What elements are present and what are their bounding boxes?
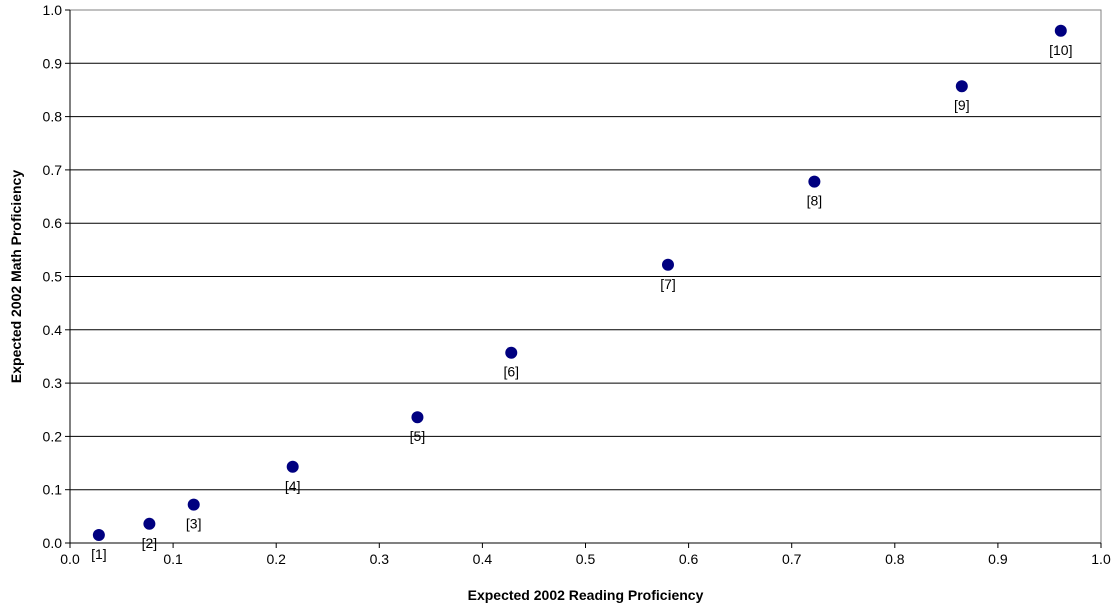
y-tick-label: 0.9	[43, 55, 63, 71]
data-point	[505, 346, 518, 359]
data-point-label: [10]	[1049, 42, 1072, 58]
x-tick-label: 0.3	[370, 551, 390, 567]
data-point-label: [3]	[186, 516, 202, 532]
y-tick-label: 0.0	[43, 535, 63, 551]
data-point-label: [1]	[91, 546, 107, 562]
data-point	[187, 498, 200, 511]
data-point	[808, 175, 821, 188]
y-tick-label: 0.5	[43, 269, 63, 285]
x-tick-label: 0.9	[988, 551, 1008, 567]
x-tick-label: 0.0	[60, 551, 80, 567]
y-tick-label: 0.4	[43, 322, 63, 338]
data-point-label: [5]	[410, 428, 426, 444]
x-tick-label: 0.1	[163, 551, 183, 567]
data-point-label: [9]	[954, 97, 970, 113]
gridlines	[70, 9, 1101, 491]
y-tick-label: 0.2	[43, 428, 63, 444]
x-axis-title: Expected 2002 Reading Proficiency	[468, 587, 704, 603]
data-point	[411, 411, 424, 424]
data-points: [1] [2] [3] [4] [5] [6] [7] [8] [9] [10]	[91, 24, 1072, 562]
x-tick-label: 0.4	[473, 551, 493, 567]
axis-ticks: 0.0 0.1 0.2 0.3 0.4 0.5 0.6 0.7 0.8 0.9 1.0 0.0 0.1 0…	[43, 2, 1111, 567]
data-point-label: [8]	[807, 193, 823, 209]
data-point-label: [7]	[660, 276, 676, 292]
x-tick-label: 0.6	[679, 551, 699, 567]
x-tick-label: 1.0	[1091, 551, 1111, 567]
data-point	[955, 80, 968, 93]
data-point	[92, 529, 105, 542]
x-tick-label: 0.7	[782, 551, 802, 567]
x-tick-label: 0.5	[576, 551, 596, 567]
data-point	[661, 258, 674, 271]
data-point-label: [6]	[503, 364, 519, 380]
y-tick-label: 0.1	[43, 482, 63, 498]
x-tick-label: 0.2	[266, 551, 286, 567]
y-tick-label: 0.6	[43, 215, 63, 231]
data-point	[143, 517, 156, 530]
y-tick-label: 0.7	[43, 162, 63, 178]
x-tick-label: 0.8	[885, 551, 905, 567]
y-tick-label: 0.3	[43, 375, 63, 391]
data-point-label: [2]	[142, 535, 158, 551]
y-tick-label: 1.0	[43, 2, 63, 18]
data-point-label: [4]	[285, 478, 301, 494]
data-point	[1054, 24, 1067, 37]
y-axis-title: Expected 2002 Math Proficiency	[8, 170, 24, 383]
y-tick-label: 0.8	[43, 109, 63, 125]
data-point	[286, 460, 299, 473]
